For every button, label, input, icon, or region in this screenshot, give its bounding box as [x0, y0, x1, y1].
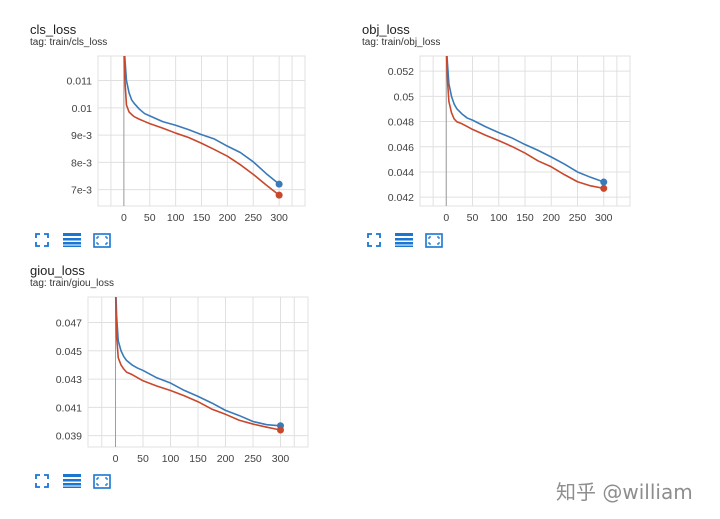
- x-tick-label: 50: [467, 212, 479, 224]
- grid: [98, 56, 305, 206]
- y-tick-label: 0.05: [394, 91, 415, 103]
- chart-toolbar: [32, 473, 112, 489]
- y-tick-label: 0.045: [56, 346, 82, 358]
- series-group: [114, 297, 281, 431]
- plot-area: [97, 55, 306, 207]
- chart-card-cls-loss: cls_loss tag: train/cls_loss 0 50 100 150 20…: [30, 22, 320, 254]
- y-tick-label: 0.047: [56, 317, 82, 329]
- fit-domain-button[interactable]: [92, 232, 112, 248]
- x-tick-label: 250: [244, 453, 262, 465]
- chart-title: cls_loss: [30, 22, 77, 37]
- data-table-icon: [63, 233, 81, 247]
- chart-title: giou_loss: [30, 263, 85, 278]
- expand-button[interactable]: [32, 232, 52, 248]
- series-end-point-0: [600, 178, 608, 186]
- x-tick-label: 250: [569, 212, 587, 224]
- series-line-0: [123, 56, 280, 185]
- watermark: 知乎 @william: [556, 480, 693, 504]
- plot-area: [87, 296, 309, 448]
- x-tick-label: 150: [516, 212, 534, 224]
- x-tick-label: 300: [595, 212, 613, 224]
- expand-icon: [35, 474, 49, 488]
- data-table-icon: [395, 233, 413, 247]
- plot-area: [419, 55, 631, 207]
- x-tick-label: 200: [219, 212, 237, 224]
- y-tick-label: 0.043: [56, 374, 82, 386]
- fit-domain-button[interactable]: [92, 473, 112, 489]
- expand-button[interactable]: [364, 232, 384, 248]
- y-tick-label: 0.042: [388, 192, 414, 204]
- y-tick-label: 8e-3: [71, 157, 92, 169]
- series-end-point-0: [275, 180, 283, 188]
- y-tick-label: 0.039: [56, 431, 82, 443]
- fit-domain-icon: [93, 232, 111, 248]
- x-tick-label: 300: [272, 453, 290, 465]
- series-end-point-1: [600, 184, 608, 192]
- y-tick-label: 0.048: [388, 117, 414, 129]
- line-chart-cls-loss[interactable]: 0 50 100 150 200 250 300 7e-3 8e-3 9e-3 0.01 0.011: [30, 22, 320, 232]
- data-table-icon: [63, 474, 81, 488]
- series-group: [123, 56, 280, 196]
- y-tick-label: 7e-3: [71, 185, 92, 197]
- series-line-1: [123, 56, 280, 196]
- chart-title: obj_loss: [362, 22, 410, 37]
- data-table-button[interactable]: [62, 473, 82, 489]
- chart-tag: tag: train/cls_loss: [30, 37, 108, 48]
- series-group: [445, 56, 605, 190]
- chart-tag: tag: train/giou_loss: [30, 278, 114, 289]
- chart-toolbar: [364, 232, 444, 248]
- chart-tag: tag: train/obj_loss: [362, 37, 441, 48]
- x-tick-label: 50: [144, 212, 156, 224]
- series-end-point-1: [277, 426, 284, 434]
- fit-domain-icon: [425, 232, 443, 248]
- x-tick-label: 150: [193, 212, 211, 224]
- x-tick-label: 250: [244, 212, 262, 224]
- series-line-0: [446, 56, 605, 183]
- chart-card-obj-loss: obj_loss tag: train/obj_loss 0 50 100 150 20…: [362, 22, 652, 254]
- expand-button[interactable]: [32, 473, 52, 489]
- y-tick-label: 0.011: [67, 76, 93, 88]
- data-table-button[interactable]: [62, 232, 82, 248]
- fit-domain-icon: [93, 473, 111, 489]
- x-tick-label: 0: [113, 453, 119, 465]
- x-tick-label: 200: [217, 453, 235, 465]
- y-tick-label: 0.01: [72, 103, 93, 115]
- y-tick-label: 0.046: [388, 142, 414, 154]
- line-chart-obj-loss[interactable]: 0 50 100 150 200 250 300 0.042 0.044 0.046 0.048 0.…: [362, 22, 652, 232]
- fit-domain-button[interactable]: [424, 232, 444, 248]
- chart-card-giou-loss: giou_loss tag: train/giou_loss 0 50 100 150…: [30, 263, 320, 495]
- x-tick-label: 0: [121, 212, 127, 224]
- chart-toolbar: [32, 232, 112, 248]
- y-tick-label: 9e-3: [71, 130, 92, 142]
- x-tick-label: 150: [189, 453, 207, 465]
- series-line-0: [115, 297, 281, 427]
- x-tick-label: 100: [490, 212, 508, 224]
- x-tick-label: 0: [443, 212, 449, 224]
- series-end-point-1: [275, 191, 283, 199]
- grid: [420, 56, 630, 206]
- data-table-button[interactable]: [394, 232, 414, 248]
- series-line-1: [114, 297, 281, 431]
- expand-icon: [367, 233, 381, 247]
- y-tick-label: 0.044: [388, 167, 414, 179]
- x-tick-label: 50: [137, 453, 149, 465]
- expand-icon: [35, 233, 49, 247]
- x-tick-label: 100: [167, 212, 185, 224]
- y-tick-label: 0.041: [56, 402, 82, 414]
- grid: [88, 297, 308, 447]
- y-tick-label: 0.052: [388, 66, 414, 78]
- x-tick-label: 200: [542, 212, 560, 224]
- x-tick-label: 300: [270, 212, 288, 224]
- line-chart-giou-loss[interactable]: 0 50 100 150 200 250 300 0.039 0.041 0.043 0.045 0.…: [30, 263, 320, 473]
- series-line-1: [445, 56, 604, 190]
- x-tick-label: 100: [162, 453, 180, 465]
